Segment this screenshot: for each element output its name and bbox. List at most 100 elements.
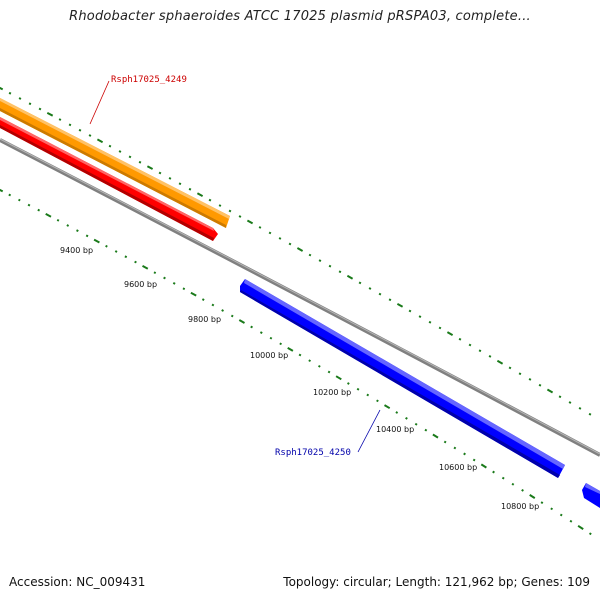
tick-mark	[529, 494, 536, 499]
tick-mark	[208, 198, 212, 202]
gene-label-4249[interactable]: Rsph17025_4249	[111, 75, 187, 85]
tick-mark	[418, 315, 422, 318]
tick-mark	[258, 226, 262, 229]
tick-mark	[588, 412, 592, 416]
tick-mark	[66, 224, 70, 227]
tick-mark	[18, 198, 21, 202]
gene-label-connector-4250	[357, 409, 381, 453]
tick-mark	[559, 513, 563, 517]
topology-text: Topology: circular; Length: 121,962 bp; …	[283, 575, 590, 589]
tick-mark	[521, 488, 524, 492]
tick-mark	[58, 118, 62, 121]
tick-mark	[296, 247, 304, 252]
tick-mark	[190, 291, 197, 297]
tick-marks-inner	[0, 188, 592, 536]
tick-mark	[366, 393, 370, 397]
tick-mark	[0, 86, 4, 91]
tick-mark	[28, 102, 32, 106]
tick-mark	[228, 209, 232, 213]
tick-mark	[238, 215, 242, 218]
tick-mark	[378, 292, 382, 296]
gene-bar-blue-partial[interactable]	[582, 483, 600, 508]
tick-mark	[8, 91, 12, 95]
tick-mark	[468, 343, 472, 347]
tick-mark	[278, 237, 282, 240]
tick-mark	[56, 219, 60, 222]
tick-mark	[182, 287, 186, 291]
tick-mark	[396, 303, 404, 308]
tick-mark	[446, 331, 454, 336]
tick-mark	[168, 177, 172, 180]
bp-label-10200: 10200 bp	[313, 388, 351, 397]
tick-mark	[153, 271, 157, 274]
bp-label-10600: 10600 bp	[439, 463, 477, 472]
tick-mark	[230, 314, 234, 318]
tick-mark	[327, 370, 331, 374]
tick-mark	[146, 165, 154, 170]
tick-mark	[105, 244, 108, 248]
tick-mark	[172, 282, 176, 285]
tick-mark	[238, 319, 245, 324]
tick-mark	[550, 507, 554, 511]
tick-mark	[568, 401, 572, 404]
tick-mark	[269, 336, 273, 340]
tick-mark	[335, 375, 342, 381]
tick-mark	[288, 242, 292, 246]
tick-mark	[458, 337, 462, 341]
map-title: Rhodobacter sphaeroides ATCC 17025 plasm…	[69, 9, 531, 24]
tick-mark	[201, 298, 205, 301]
tick-mark	[218, 204, 222, 207]
tick-mark	[328, 264, 332, 268]
tick-mark	[287, 347, 294, 352]
gene-bar-red[interactable]	[0, 117, 218, 241]
tick-mark	[76, 229, 79, 232]
tick-mark	[414, 422, 418, 426]
tick-mark	[376, 399, 379, 403]
tick-mark	[463, 452, 466, 456]
tick-mark	[588, 532, 592, 536]
tick-mark	[124, 255, 128, 259]
bp-label-10400: 10400 bp	[376, 425, 414, 434]
tick-mark	[88, 134, 92, 137]
tick-mark	[432, 433, 439, 439]
accession-text: Accession: NC_009431	[9, 575, 146, 589]
tick-mark	[85, 234, 89, 238]
tick-mark	[46, 112, 54, 117]
tick-mark	[518, 372, 522, 376]
tick-mark	[358, 281, 362, 285]
tick-mark	[528, 378, 532, 381]
tick-mark	[538, 383, 542, 387]
tick-mark	[0, 188, 4, 193]
tick-mark	[496, 359, 504, 365]
tick-mark	[308, 253, 312, 257]
tick-mark	[408, 309, 412, 313]
tick-mark	[356, 387, 360, 391]
tick-mark	[569, 519, 573, 523]
tick-mark	[188, 187, 192, 191]
tick-mark	[453, 446, 457, 450]
bp-label-9600: 9600 bp	[124, 280, 157, 289]
tick-mark	[93, 238, 100, 244]
gene-label-connector-4249	[89, 80, 110, 125]
bp-label-10800: 10800 bp	[501, 502, 539, 511]
tick-mark	[478, 349, 482, 353]
tick-mark	[279, 342, 283, 346]
tick-mark	[318, 259, 322, 262]
tick-marks-outer	[0, 86, 592, 416]
tick-mark	[338, 270, 342, 274]
tick-mark	[138, 160, 142, 164]
gene-bar-blue[interactable]	[240, 279, 565, 478]
tick-mark	[511, 482, 515, 486]
tick-mark	[540, 501, 544, 505]
tick-mark	[118, 150, 122, 153]
tick-mark	[558, 395, 562, 399]
tick-mark	[246, 219, 254, 225]
tick-mark	[68, 123, 72, 127]
tick-mark	[211, 303, 215, 307]
tick-mark	[428, 320, 432, 324]
gene-label-4250[interactable]: Rsph17025_4250	[275, 448, 351, 458]
tick-mark	[96, 138, 104, 144]
bp-label-10000: 10000 bp	[250, 351, 288, 360]
gene-bar-orange[interactable]	[0, 98, 230, 228]
